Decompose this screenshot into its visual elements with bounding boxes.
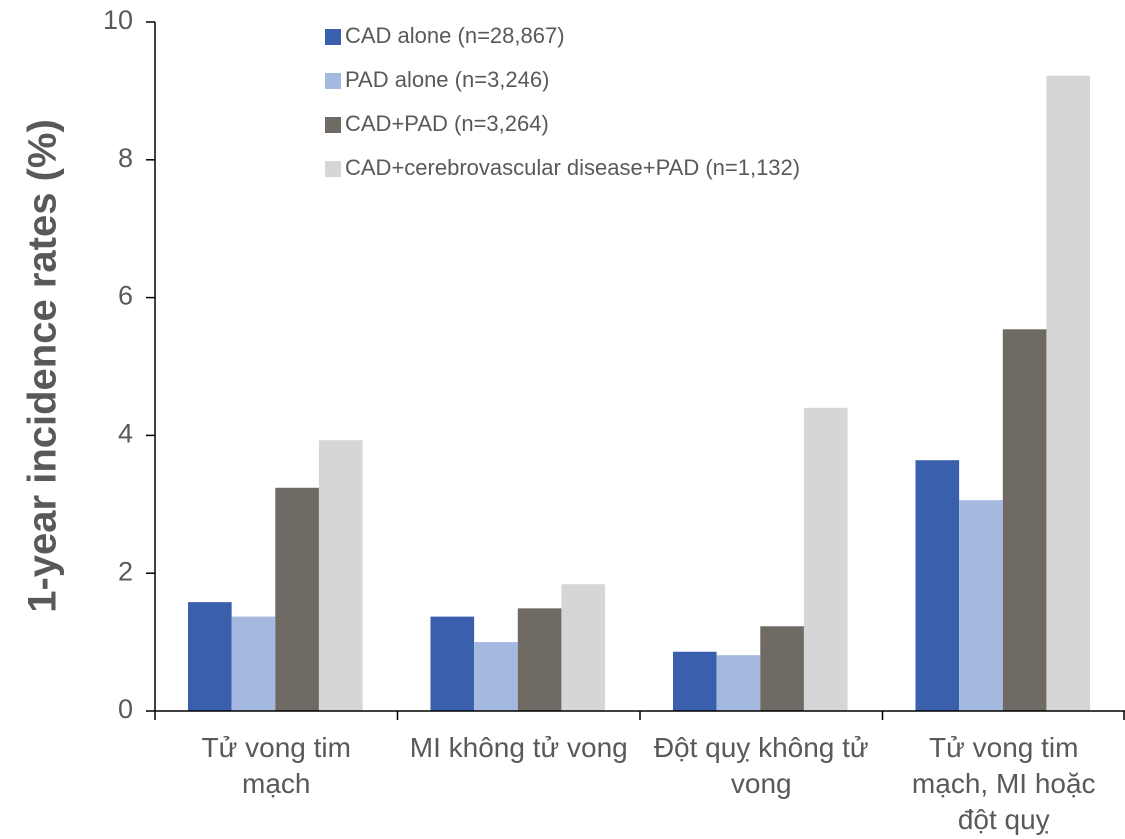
- y-axis-label: 1-year incidence rates (%): [21, 119, 65, 613]
- x-tick-label: MI không tử vong: [410, 730, 629, 766]
- x-tick-label: Đột quỵ không tử vong: [652, 730, 871, 802]
- legend-swatch: [325, 161, 341, 177]
- y-tick-label: 0: [118, 694, 133, 724]
- y-tick-label: 4: [118, 419, 133, 449]
- legend-label: CAD alone (n=28,867): [345, 23, 565, 48]
- bar: [915, 460, 959, 711]
- x-tick-label: Tử vong tim mạch, MI hoặc đột quỵ: [895, 730, 1114, 838]
- bar: [232, 617, 276, 711]
- bar: [188, 602, 232, 711]
- bar: [319, 440, 363, 711]
- legend-swatch: [325, 117, 341, 133]
- bar: [430, 617, 474, 711]
- y-tick-label: 8: [118, 143, 133, 173]
- y-tick-label: 2: [118, 556, 133, 586]
- chart: 1-year incidence rates (%) 0 2 4 6 8 10 CAD al…: [0, 0, 1125, 839]
- bar: [673, 652, 717, 711]
- y-tick-label: 6: [118, 281, 133, 311]
- bar: [1003, 329, 1047, 711]
- bar: [474, 642, 518, 711]
- legend-label: CAD+PAD (n=3,264): [345, 111, 549, 136]
- bar: [959, 500, 1003, 711]
- bar: [804, 408, 848, 711]
- bar: [1046, 76, 1090, 711]
- x-tick-label: Tử vong tim mạch: [167, 730, 386, 802]
- legend-label: CAD+cerebrovascular disease+PAD (n=1,132…: [345, 155, 800, 180]
- y-tick-label: 10: [103, 5, 133, 35]
- bar: [518, 608, 562, 711]
- legend-label: PAD alone (n=3,246): [345, 67, 549, 92]
- bar: [561, 584, 605, 711]
- chart-page: 1-year incidence rates (%) 0 2 4 6 8 10 CAD al…: [0, 0, 1125, 839]
- legend-swatch: [325, 29, 341, 45]
- bar: [275, 488, 319, 711]
- legend-swatch: [325, 73, 341, 89]
- bar: [717, 655, 761, 711]
- bar: [760, 626, 804, 711]
